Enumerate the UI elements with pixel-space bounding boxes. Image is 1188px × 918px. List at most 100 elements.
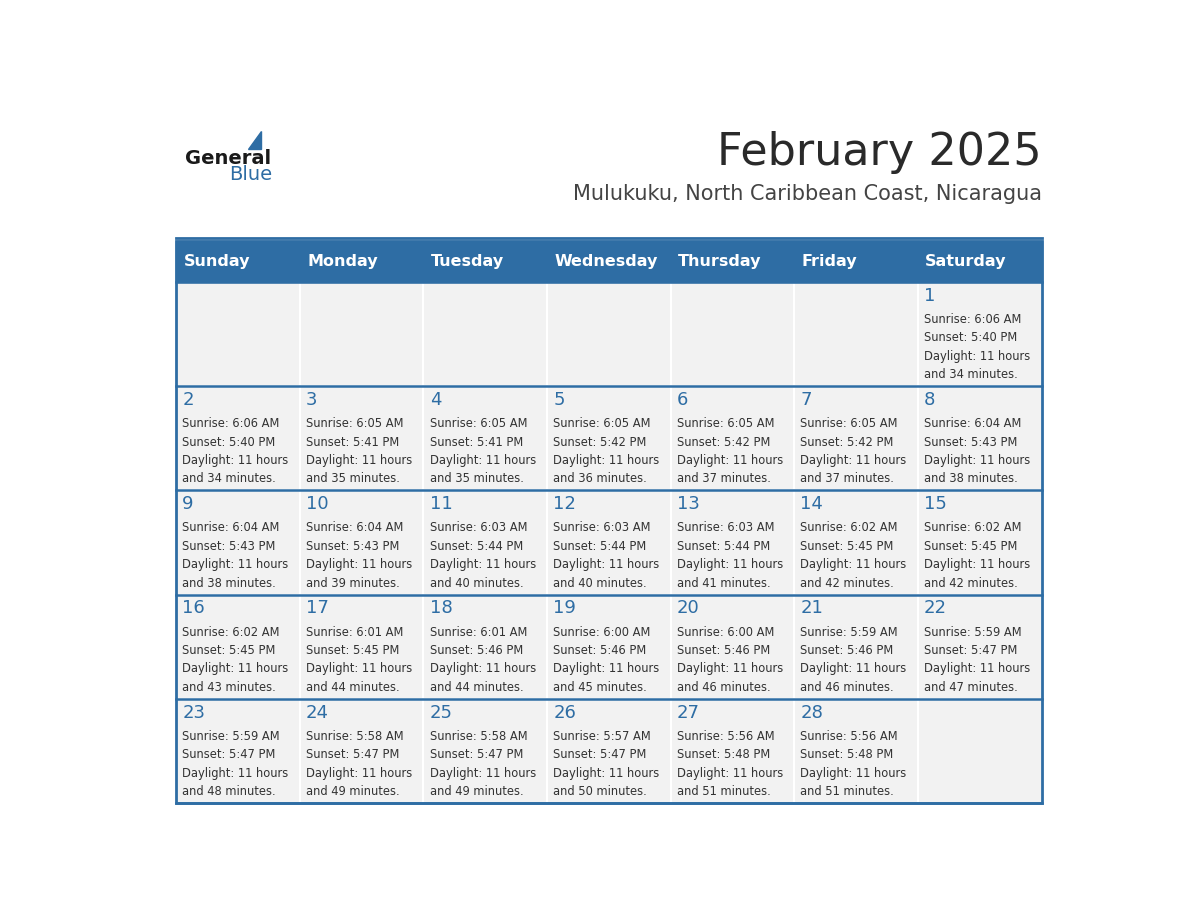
- Text: Sunrise: 6:03 AM: Sunrise: 6:03 AM: [430, 521, 527, 534]
- Bar: [546, 241, 671, 282]
- Text: Sunrise: 5:59 AM: Sunrise: 5:59 AM: [801, 625, 898, 639]
- Text: Sunset: 5:41 PM: Sunset: 5:41 PM: [430, 436, 523, 449]
- Text: and 46 minutes.: and 46 minutes.: [677, 681, 771, 694]
- Text: Sunset: 5:47 PM: Sunset: 5:47 PM: [924, 644, 1017, 657]
- Text: Daylight: 11 hours: Daylight: 11 hours: [801, 767, 906, 779]
- Text: Sunset: 5:43 PM: Sunset: 5:43 PM: [182, 540, 276, 553]
- Text: and 44 minutes.: and 44 minutes.: [430, 681, 523, 694]
- Bar: [795, 241, 918, 282]
- Text: Sunset: 5:45 PM: Sunset: 5:45 PM: [307, 644, 399, 657]
- Bar: [176, 490, 299, 595]
- Text: 21: 21: [801, 599, 823, 618]
- Text: Daylight: 11 hours: Daylight: 11 hours: [182, 454, 289, 467]
- Text: Sunrise: 6:00 AM: Sunrise: 6:00 AM: [677, 625, 775, 639]
- Text: Sunset: 5:45 PM: Sunset: 5:45 PM: [924, 540, 1017, 553]
- Text: Daylight: 11 hours: Daylight: 11 hours: [307, 663, 412, 676]
- Text: Sunset: 5:42 PM: Sunset: 5:42 PM: [554, 436, 646, 449]
- Text: 22: 22: [924, 599, 947, 618]
- Text: Daylight: 11 hours: Daylight: 11 hours: [430, 454, 536, 467]
- Text: Sunrise: 5:58 AM: Sunrise: 5:58 AM: [307, 730, 404, 743]
- Text: 12: 12: [554, 495, 576, 513]
- Bar: [176, 699, 299, 803]
- Text: and 49 minutes.: and 49 minutes.: [430, 785, 523, 798]
- Text: 16: 16: [182, 599, 206, 618]
- Text: Daylight: 11 hours: Daylight: 11 hours: [182, 663, 289, 676]
- Bar: [918, 595, 1042, 699]
- Bar: [546, 282, 671, 386]
- Text: and 34 minutes.: and 34 minutes.: [182, 473, 276, 486]
- Bar: [795, 595, 918, 699]
- Text: Sunset: 5:48 PM: Sunset: 5:48 PM: [801, 748, 893, 761]
- Text: Sunset: 5:46 PM: Sunset: 5:46 PM: [554, 644, 646, 657]
- Text: 8: 8: [924, 391, 935, 409]
- Text: Daylight: 11 hours: Daylight: 11 hours: [924, 663, 1030, 676]
- Text: Daylight: 11 hours: Daylight: 11 hours: [924, 558, 1030, 571]
- Text: Sunrise: 6:05 AM: Sunrise: 6:05 AM: [677, 417, 775, 431]
- Bar: [546, 490, 671, 595]
- Bar: [423, 386, 546, 490]
- Text: Sunrise: 5:56 AM: Sunrise: 5:56 AM: [677, 730, 775, 743]
- Text: 9: 9: [182, 495, 194, 513]
- Text: Sunrise: 6:04 AM: Sunrise: 6:04 AM: [307, 521, 403, 534]
- Text: Sunset: 5:42 PM: Sunset: 5:42 PM: [801, 436, 893, 449]
- Text: 17: 17: [307, 599, 329, 618]
- Text: Sunrise: 6:01 AM: Sunrise: 6:01 AM: [430, 625, 527, 639]
- Text: 25: 25: [430, 703, 453, 722]
- Text: 18: 18: [430, 599, 453, 618]
- Text: 3: 3: [307, 391, 317, 409]
- Text: Sunset: 5:48 PM: Sunset: 5:48 PM: [677, 748, 770, 761]
- Text: and 45 minutes.: and 45 minutes.: [554, 681, 647, 694]
- Text: Sunrise: 6:03 AM: Sunrise: 6:03 AM: [554, 521, 651, 534]
- Text: Daylight: 11 hours: Daylight: 11 hours: [801, 663, 906, 676]
- Bar: [176, 241, 1042, 803]
- Text: Sunrise: 6:02 AM: Sunrise: 6:02 AM: [924, 521, 1022, 534]
- Bar: [918, 490, 1042, 595]
- Text: Daylight: 11 hours: Daylight: 11 hours: [924, 350, 1030, 363]
- Text: Sunrise: 6:05 AM: Sunrise: 6:05 AM: [430, 417, 527, 431]
- Bar: [299, 241, 423, 282]
- Text: and 42 minutes.: and 42 minutes.: [924, 577, 1018, 589]
- Text: Sunrise: 5:59 AM: Sunrise: 5:59 AM: [924, 625, 1022, 639]
- Text: Sunset: 5:40 PM: Sunset: 5:40 PM: [182, 436, 276, 449]
- Bar: [423, 282, 546, 386]
- Text: Daylight: 11 hours: Daylight: 11 hours: [801, 558, 906, 571]
- Text: Monday: Monday: [308, 254, 378, 269]
- Bar: [795, 386, 918, 490]
- Text: Sunset: 5:47 PM: Sunset: 5:47 PM: [554, 748, 646, 761]
- Text: and 37 minutes.: and 37 minutes.: [801, 473, 895, 486]
- Bar: [918, 282, 1042, 386]
- Text: Sunset: 5:43 PM: Sunset: 5:43 PM: [307, 540, 399, 553]
- Bar: [918, 699, 1042, 803]
- Text: Daylight: 11 hours: Daylight: 11 hours: [677, 454, 783, 467]
- Text: Tuesday: Tuesday: [431, 254, 504, 269]
- Text: and 35 minutes.: and 35 minutes.: [430, 473, 524, 486]
- Text: and 42 minutes.: and 42 minutes.: [801, 577, 895, 589]
- Text: and 34 minutes.: and 34 minutes.: [924, 368, 1018, 381]
- Bar: [671, 699, 795, 803]
- Text: Sunset: 5:45 PM: Sunset: 5:45 PM: [182, 644, 276, 657]
- Text: Sunset: 5:46 PM: Sunset: 5:46 PM: [801, 644, 893, 657]
- Bar: [176, 595, 299, 699]
- Bar: [671, 282, 795, 386]
- Text: Daylight: 11 hours: Daylight: 11 hours: [677, 767, 783, 779]
- Text: Sunrise: 5:59 AM: Sunrise: 5:59 AM: [182, 730, 280, 743]
- Text: Sunrise: 6:06 AM: Sunrise: 6:06 AM: [182, 417, 279, 431]
- Text: 5: 5: [554, 391, 564, 409]
- Text: Sunrise: 6:06 AM: Sunrise: 6:06 AM: [924, 313, 1022, 326]
- Bar: [546, 386, 671, 490]
- Text: 4: 4: [430, 391, 441, 409]
- Text: Sunrise: 6:04 AM: Sunrise: 6:04 AM: [182, 521, 279, 534]
- Bar: [918, 386, 1042, 490]
- Bar: [176, 241, 299, 282]
- Text: February 2025: February 2025: [716, 131, 1042, 174]
- Text: Mulukuku, North Caribbean Coast, Nicaragua: Mulukuku, North Caribbean Coast, Nicarag…: [573, 185, 1042, 205]
- Bar: [423, 699, 546, 803]
- Text: Daylight: 11 hours: Daylight: 11 hours: [554, 663, 659, 676]
- Text: Sunrise: 6:02 AM: Sunrise: 6:02 AM: [182, 625, 280, 639]
- Text: Daylight: 11 hours: Daylight: 11 hours: [801, 454, 906, 467]
- Bar: [176, 282, 299, 386]
- Bar: [423, 241, 546, 282]
- Text: Wednesday: Wednesday: [555, 254, 658, 269]
- Text: Daylight: 11 hours: Daylight: 11 hours: [182, 767, 289, 779]
- Text: Saturday: Saturday: [925, 254, 1007, 269]
